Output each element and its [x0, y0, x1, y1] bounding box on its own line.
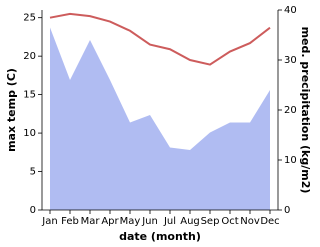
y2-tick-label: 0 [284, 205, 290, 216]
y-tick-label: 20 [23, 51, 36, 62]
x-tick-label: Mar [81, 216, 101, 227]
x-tick-label: Dec [260, 216, 279, 227]
x-tick-label: May [120, 216, 141, 227]
x-tick-label: Aug [180, 216, 200, 227]
x-tick-label: Feb [61, 216, 79, 227]
y2-tick-label: 30 [284, 55, 297, 66]
y2-tick-label: 10 [284, 155, 297, 166]
x-tick-label: Nov [240, 216, 260, 227]
y-tick-label: 5 [30, 167, 36, 178]
x-tick-label: Jul [163, 216, 176, 227]
x-axis-label: date (month) [119, 230, 201, 243]
y-tick-label: 15 [23, 90, 36, 101]
y-tick-label: 0 [30, 205, 36, 216]
x-tick-label: Jun [141, 216, 158, 227]
x-tick-label: Oct [221, 216, 238, 227]
y-axis-label: max temp (C) [5, 68, 18, 152]
y2-tick-label: 40 [284, 5, 297, 16]
x-tick-label: Sep [201, 216, 220, 227]
y-tick-label: 25 [23, 13, 36, 24]
y-tick-label: 10 [23, 128, 36, 139]
y2-axis-label: med. precipitation (kg/m2) [299, 27, 312, 194]
x-tick-label: Jan [41, 216, 57, 227]
x-tick-label: Apr [101, 216, 119, 227]
y2-tick-label: 20 [284, 105, 297, 116]
temperature-line [49, 12, 271, 66]
precipitation-area [50, 27, 270, 210]
